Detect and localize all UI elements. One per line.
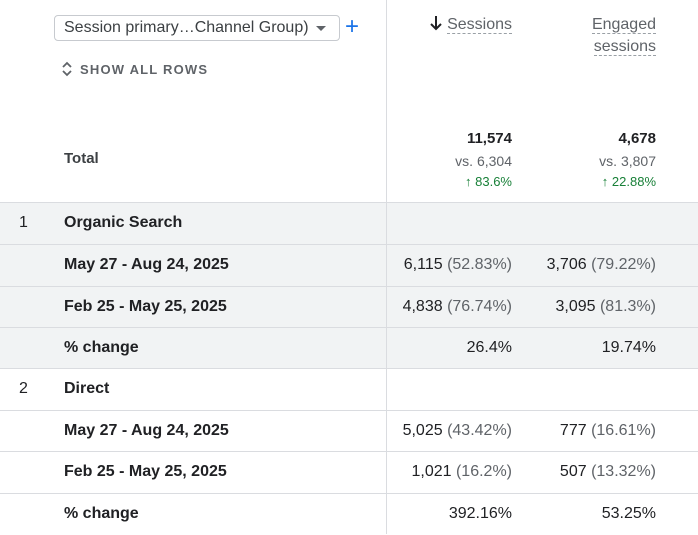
row-divider [0,451,698,452]
row-label: May 27 - Aug 24, 2025 [64,256,229,273]
dropdown-arrow-icon [316,26,326,31]
arrow-up-icon: ↑ [601,174,609,189]
total-engaged-value: 4,678 [618,130,656,147]
table-row[interactable]: May 27 - Aug 24, 2025 6,115 (52.83%) 3,7… [0,245,698,286]
row-divider [0,368,698,369]
add-dimension-icon[interactable]: + [345,13,360,40]
row-divider [0,493,698,494]
row-divider [0,286,698,287]
total-sessions-change: ↑ 83.6% [465,174,512,189]
total-engaged: 4,678 vs. 3,807 ↑ 22.88% [516,130,656,189]
sort-descending-icon [430,16,442,31]
total-sessions-value: 11,574 [466,130,512,147]
table-row[interactable]: Feb 25 - May 25, 2025 1,021 (16.2%) 507 … [0,452,698,493]
dimension-select-value: Session primary…Channel Group) [64,19,309,36]
arrow-up-icon: ↑ [465,174,472,189]
table-row[interactable]: Feb 25 - May 25, 2025 4,838 (76.74%) 3,0… [0,287,698,328]
table-row[interactable]: % change 392.16% 53.25% [0,494,698,535]
engaged-cell: 3,095 (81.3%) [555,298,656,315]
dimension-select[interactable]: Session primary…Channel Group) [54,15,340,41]
column-header-engaged-line1: Engaged [591,16,656,34]
column-divider [386,0,387,534]
row-divider [0,202,698,203]
row-index: 1 [19,214,28,231]
total-engaged-change: ↑ 22.88% [601,174,656,189]
total-engaged-compare: vs. 3,807 [599,153,656,169]
column-header-engaged-sessions[interactable]: Engaged sessions [591,14,656,58]
total-sessions: 11,574 vs. 6,304 ↑ 83.6% [372,130,512,189]
show-all-rows-label: SHOW ALL ROWS [80,61,209,77]
table-row-group[interactable]: 1 Organic Search [0,203,698,244]
sessions-cell: 6,115 (52.83%) [403,256,512,273]
engaged-cell: 53.25% [601,505,656,522]
sessions-cell: 4,838 (76.74%) [402,298,512,315]
row-label: Feb 25 - May 25, 2025 [64,298,227,315]
row-label: % change [64,339,139,356]
column-header-sessions[interactable]: Sessions [429,14,512,36]
unfold-icon [62,61,72,77]
table-row[interactable]: % change 26.4% 19.74% [0,328,698,369]
sessions-cell: 5,025 (43.42%) [402,422,512,439]
row-index: 2 [19,380,28,397]
table-row-group[interactable]: 2 Direct [0,369,698,410]
engaged-cell: 3,706 (79.22%) [546,256,656,273]
row-label: Feb 25 - May 25, 2025 [64,463,227,480]
row-divider [0,244,698,245]
table-row[interactable]: May 27 - Aug 24, 2025 5,025 (43.42%) 777… [0,411,698,452]
row-dimension-value: Direct [64,380,110,397]
row-divider [0,410,698,411]
engaged-cell: 777 (16.61%) [559,422,656,439]
row-dimension-value: Organic Search [64,214,183,231]
sessions-cell: 26.4% [466,339,512,356]
column-header-sessions-label: Sessions [447,16,512,34]
total-sessions-compare: vs. 6,304 [455,153,512,169]
engaged-cell: 19.74% [601,339,656,356]
sessions-cell: 392.16% [448,505,512,522]
sessions-cell: 1,021 (16.2%) [411,463,512,480]
column-header-engaged-line2: sessions [593,38,656,56]
total-label: Total [64,150,99,167]
row-label: % change [64,505,139,522]
show-all-rows-button[interactable]: SHOW ALL ROWS [61,61,208,77]
row-divider [0,327,698,328]
row-label: May 27 - Aug 24, 2025 [64,422,229,439]
engaged-cell: 507 (13.32%) [559,463,656,480]
